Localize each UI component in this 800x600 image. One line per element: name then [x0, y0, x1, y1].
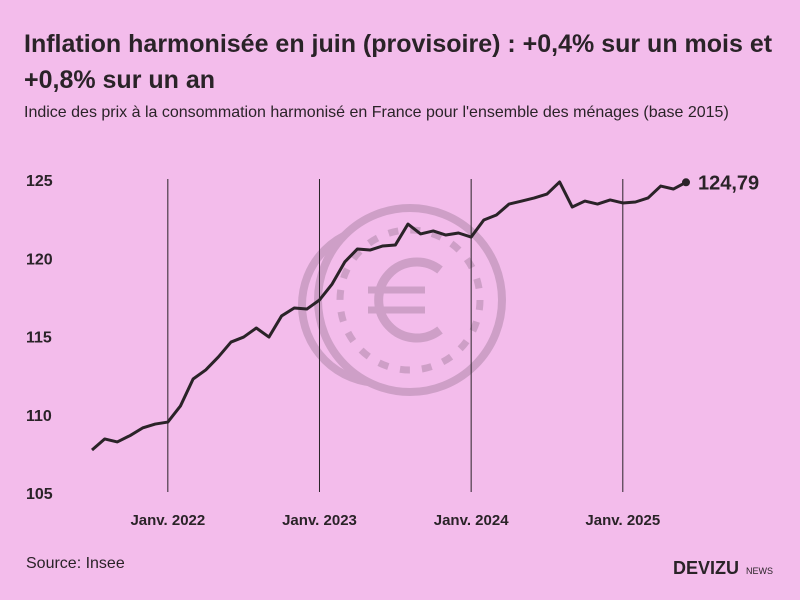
- subtitle-box: Indice des prix à la consommation harmon…: [24, 104, 729, 121]
- y-tick-label: 105: [26, 486, 53, 503]
- chart-title: Inflation harmonisée en juin (provisoire…: [24, 30, 773, 94]
- end-point: [682, 178, 690, 187]
- brand: DEVIZU: [673, 558, 739, 578]
- y-tick-label: 115: [26, 330, 52, 347]
- y-tick-label: 120: [26, 251, 53, 268]
- series-line: [91, 180, 687, 452]
- y-tick-label: 125: [26, 173, 53, 190]
- y-tick-label: 110: [26, 408, 52, 425]
- x-tick-label: Janv. 2023: [282, 512, 357, 529]
- title-box: Inflation harmonisée en juin (provisoire…: [24, 30, 773, 94]
- source: Source: Insee: [26, 555, 125, 572]
- x-tick-label: Janv. 2024: [434, 512, 509, 529]
- brand-suffix: NEWS: [746, 566, 773, 576]
- x-tick-label: Janv. 2025: [585, 512, 660, 529]
- chart-subtitle: Indice des prix à la consommation harmon…: [24, 104, 729, 121]
- x-tick-label: Janv. 2022: [130, 512, 205, 529]
- value-label: 124,79: [698, 172, 759, 194]
